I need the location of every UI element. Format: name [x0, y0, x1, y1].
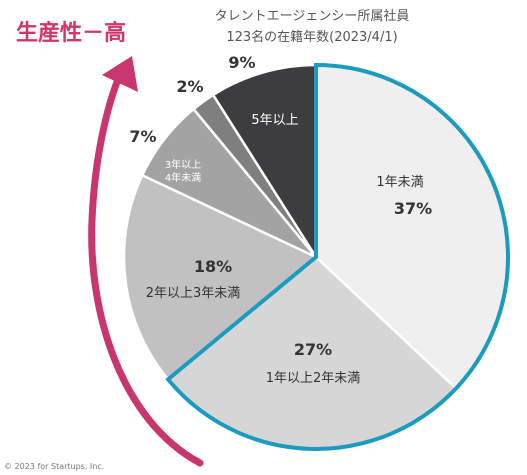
slice-percent-label: 2% [176, 77, 203, 96]
slice-category-label: 3年以上 4年未満 [165, 158, 201, 184]
pie-slice [211, 63, 318, 262]
copyright-credit: © 2023 for Startups, Inc. [4, 462, 104, 471]
pie-slice [122, 173, 319, 382]
slice-category-label: 5年以上 [251, 113, 298, 128]
productivity-callout: 生産性－高 [16, 20, 126, 46]
slice-percent-label: 27% [294, 340, 332, 359]
growth-arrow-shaft [88, 64, 204, 467]
slice-percent-label: 18% [194, 257, 232, 276]
growth-arrow-head [102, 56, 138, 92]
pie-group [122, 62, 510, 451]
chart-title-line-2: 123名の在籍年数(2023/4/1) [226, 29, 397, 45]
arrow-group [88, 56, 204, 467]
chart-title-line-1: タレントエージェンシー所属社員 [215, 8, 410, 24]
slice-category-label: 2年以上3年未満 [146, 286, 241, 301]
slice-percent-label: 7% [129, 127, 156, 146]
label-group: 37% 1年未満 27% 1年以上2年未満 18% 2年以上3年未満 7% 3年以上 4年未満 2… [129, 53, 432, 386]
slice-category-label: 1年以上2年未満 [266, 371, 361, 386]
highlight-outline [165, 62, 510, 451]
slice-percent-label: 9% [228, 53, 255, 72]
slice-category-label: 1年未満 [376, 175, 423, 190]
slice-percent-label: 37% [394, 199, 432, 218]
